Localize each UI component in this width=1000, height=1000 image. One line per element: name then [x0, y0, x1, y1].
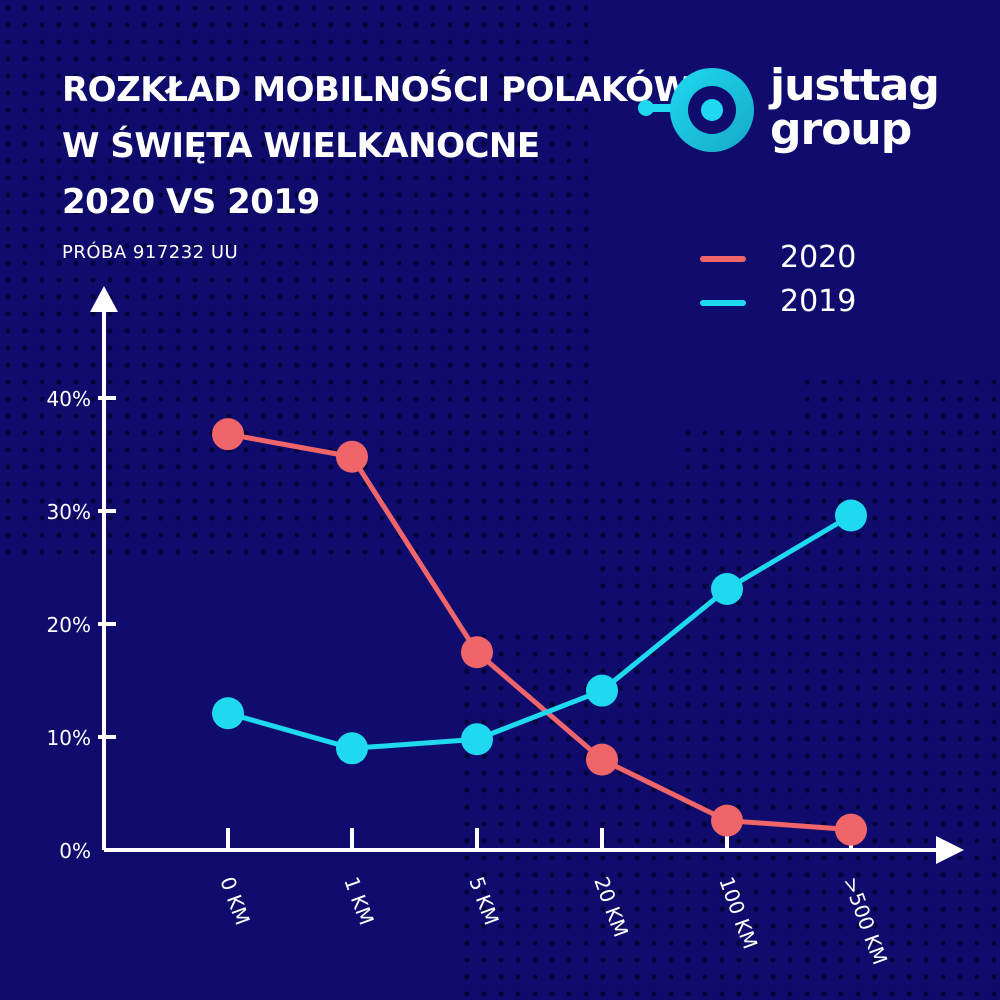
sample-size-label: PRÓBA 917232 UU: [62, 242, 239, 263]
justtag-logo-icon: [638, 68, 754, 152]
logo-text-line-2: group: [770, 104, 912, 155]
title-line-1: ROZKŁAD MOBILNOŚCI POLAKÓW: [62, 70, 691, 110]
series-line-2020: [227, 431, 852, 833]
data-point-2020: [711, 804, 743, 837]
data-point-2020: [212, 418, 244, 451]
y-tick-label: 40%: [47, 387, 91, 411]
x-tick-label: 0 KM: [215, 874, 254, 929]
data-point-2020: [586, 743, 618, 776]
data-point-2019: [711, 572, 743, 605]
title-line-3: 2020 VS 2019: [62, 182, 320, 222]
data-point-2019: [461, 723, 493, 756]
y-tick-label: 20%: [47, 613, 91, 637]
x-tick-label: 100 KM: [714, 874, 762, 953]
data-point-2019: [586, 674, 618, 707]
x-tick-label: 20 KM: [589, 874, 633, 941]
x-tick-label: 5 KM: [464, 874, 503, 929]
data-point-2019: [212, 697, 244, 730]
data-point-2019: [336, 732, 368, 765]
chart-title: ROZKŁAD MOBILNOŚCI POLAKÓW W ŚWIĘTA WIEL…: [62, 62, 691, 230]
legend-swatch-2019: [700, 300, 746, 306]
y-tick-label: 0%: [59, 839, 91, 863]
y-axis-arrow: [90, 286, 118, 312]
logo-wordmark: justtag group: [770, 60, 940, 155]
data-point-2019: [835, 499, 867, 532]
logo-text-line-1: justtag: [770, 60, 940, 111]
y-tick-label: 10%: [47, 726, 91, 750]
x-tick-label: 1 KM: [339, 874, 378, 929]
y-tick-label: 30%: [47, 500, 91, 524]
data-point-2020: [336, 440, 368, 473]
legend-label-2020: 2020: [780, 240, 857, 275]
x-tick-label: >500 KM: [838, 874, 892, 968]
legend-swatch-2020: [700, 256, 746, 262]
data-point-2020: [461, 636, 493, 669]
series-line-2019: [227, 513, 853, 751]
legend-label-2019: 2019: [780, 284, 857, 319]
x-axis-arrow: [936, 836, 964, 864]
data-point-2020: [835, 813, 867, 846]
title-line-2: W ŚWIĘTA WIELKANOCNE: [62, 126, 540, 166]
